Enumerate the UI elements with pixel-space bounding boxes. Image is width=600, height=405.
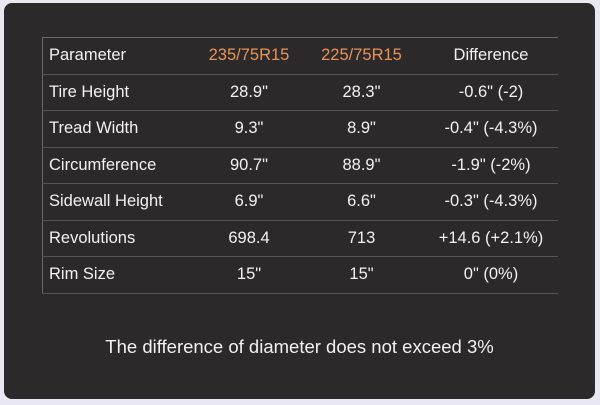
table-header-row: Parameter 235/75R15 225/75R15 Difference xyxy=(42,37,558,75)
table-row: Circumference 90.7" 88.9" -1.9" (-2%) xyxy=(42,147,558,184)
parameter-cell: Tire Height xyxy=(42,74,199,111)
header-difference: Difference xyxy=(424,37,558,75)
parameter-cell: Tread Width xyxy=(42,110,199,148)
difference-cell: -1.9" (-2%) xyxy=(424,147,558,184)
tire-2-cell: 88.9" xyxy=(299,147,424,184)
tire-2-cell: 28.3" xyxy=(299,74,424,111)
tire-1-cell: 9.3" xyxy=(199,110,299,148)
tire-1-cell: 6.9" xyxy=(199,183,299,221)
tire-2-cell: 713 xyxy=(299,220,424,257)
difference-cell: -0.3" (-4.3%) xyxy=(424,183,558,221)
tire-comparison-table: Parameter 235/75R15 225/75R15 Difference… xyxy=(42,37,558,294)
difference-cell: 0" (0%) xyxy=(424,256,558,294)
table-row: Revolutions 698.4 713 +14.6 (+2.1%) xyxy=(42,220,558,257)
difference-cell: +14.6 (+2.1%) xyxy=(424,220,558,257)
tire-1-cell: 28.9" xyxy=(199,74,299,111)
tire-2-cell: 15" xyxy=(299,256,424,294)
difference-cell: -0.4" (-4.3%) xyxy=(424,110,558,148)
parameter-cell: Rim Size xyxy=(42,256,199,294)
table-row: Sidewall Height 6.9" 6.6" -0.3" (-4.3%) xyxy=(42,183,558,221)
tire-1-cell: 15" xyxy=(199,256,299,294)
tire-2-cell: 6.6" xyxy=(299,183,424,221)
comparison-card: Parameter 235/75R15 225/75R15 Difference… xyxy=(4,3,595,399)
tire-1-cell: 698.4 xyxy=(199,220,299,257)
parameter-cell: Revolutions xyxy=(42,220,199,257)
table-row: Rim Size 15" 15" 0" (0%) xyxy=(42,256,558,294)
parameter-cell: Circumference xyxy=(42,147,199,184)
header-tire-1: 235/75R15 xyxy=(199,37,299,75)
table-row: Tire Height 28.9" 28.3" -0.6" (-2) xyxy=(42,74,558,111)
header-tire-2: 225/75R15 xyxy=(299,37,424,75)
difference-cell: -0.6" (-2) xyxy=(424,74,558,111)
parameter-cell: Sidewall Height xyxy=(42,183,199,221)
tire-1-cell: 90.7" xyxy=(199,147,299,184)
header-parameter: Parameter xyxy=(42,37,199,75)
table-row: Tread Width 9.3" 8.9" -0.4" (-4.3%) xyxy=(42,110,558,148)
diameter-note: The difference of diameter does not exce… xyxy=(105,336,494,357)
tire-2-cell: 8.9" xyxy=(299,110,424,148)
